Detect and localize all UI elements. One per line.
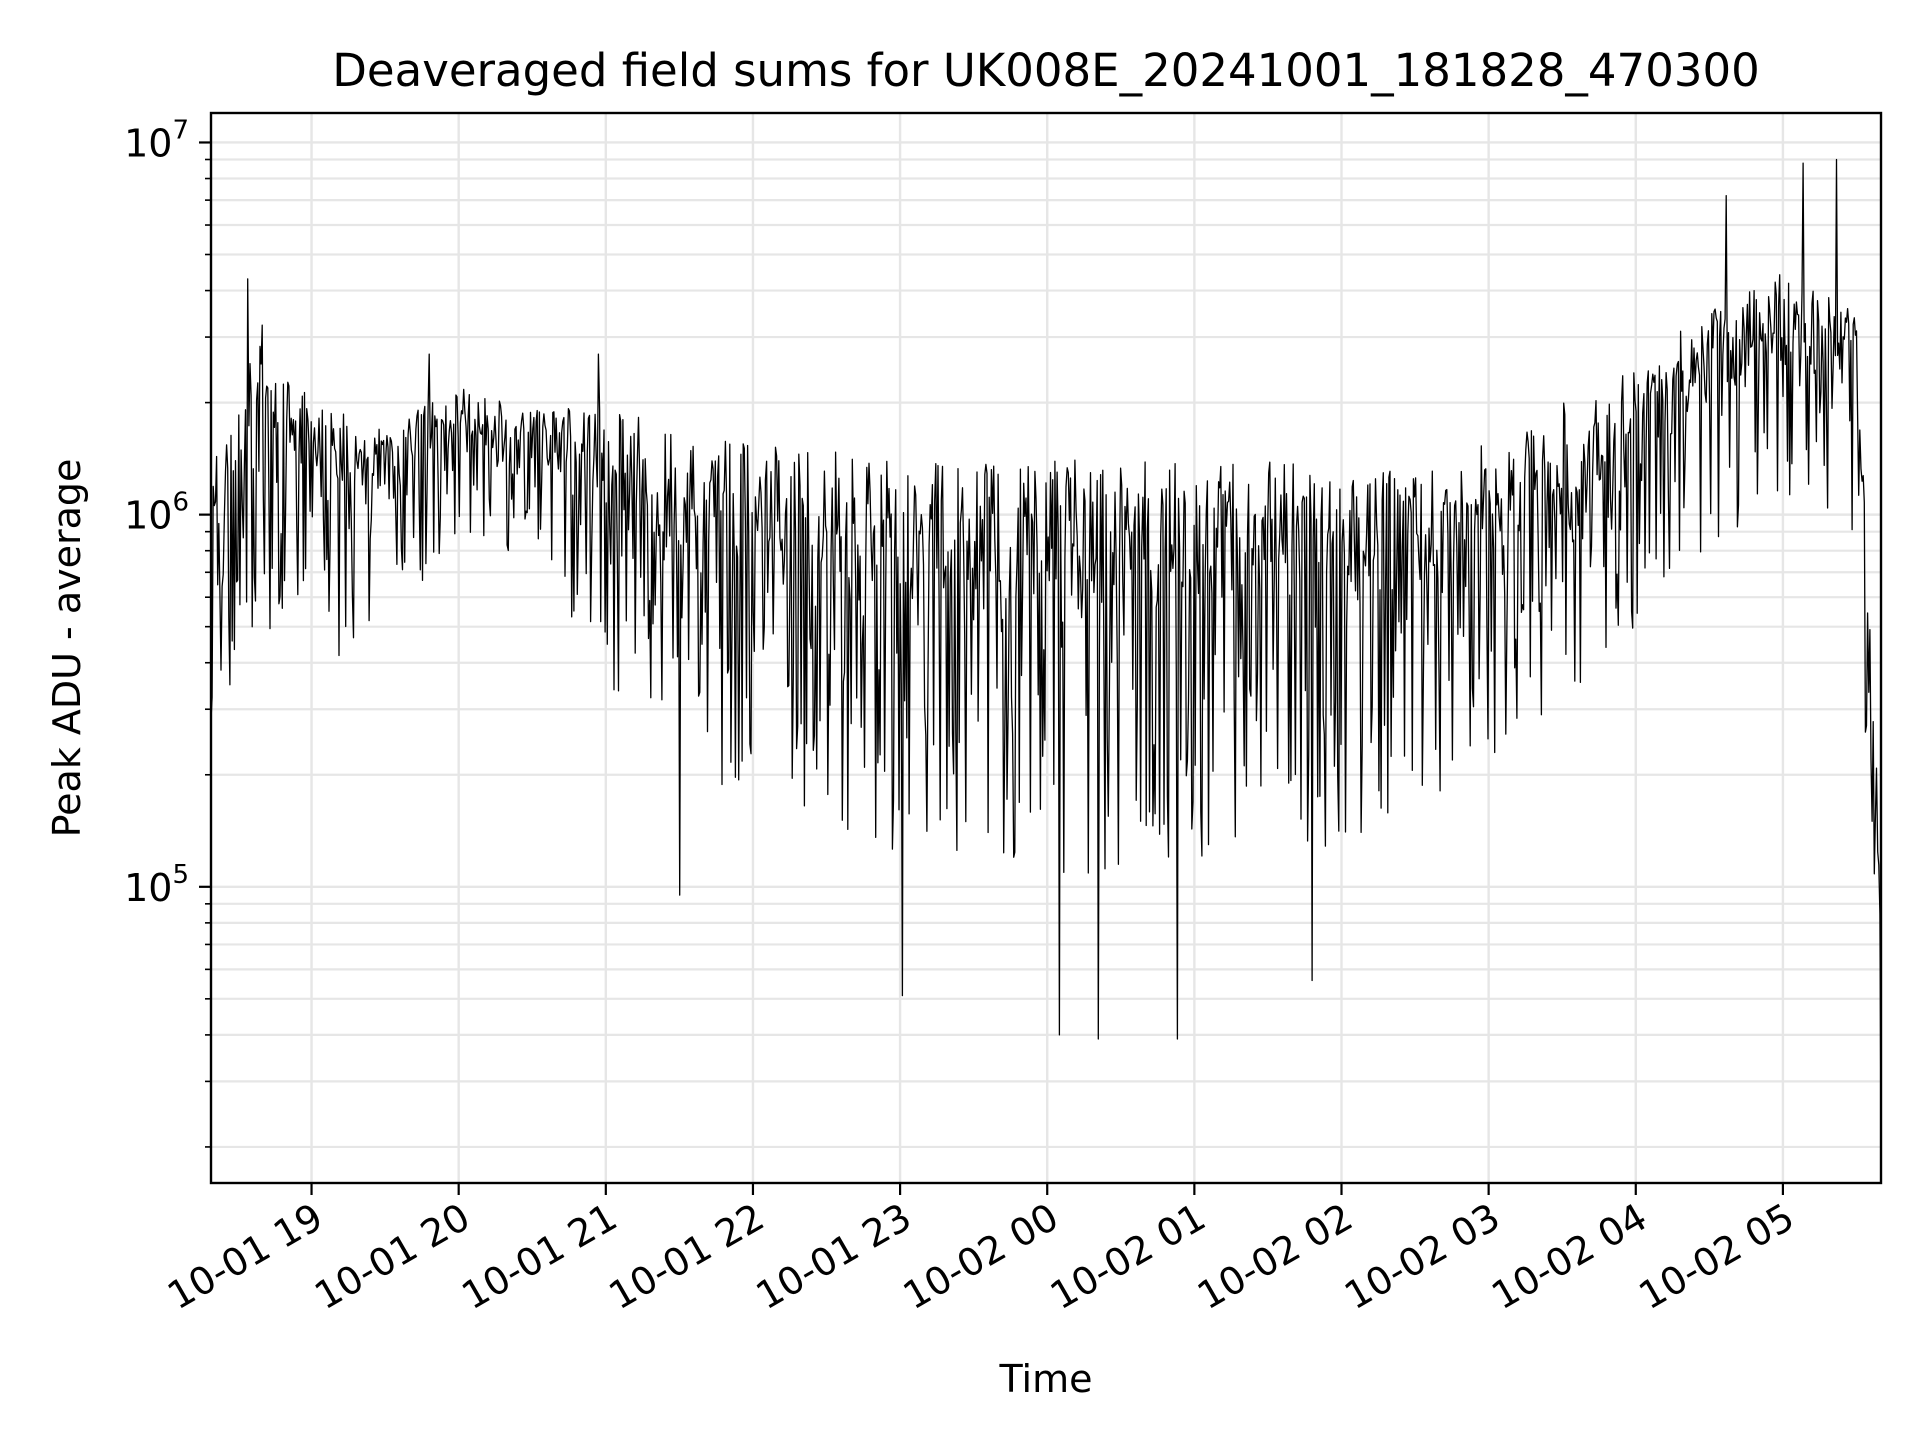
y-tick-label: 107 xyxy=(124,115,189,165)
grid xyxy=(211,113,1881,1183)
y-tick-label: 106 xyxy=(124,488,189,538)
y-axis-label: Peak ADU - average xyxy=(45,459,89,838)
y-tick-base: 10 xyxy=(124,866,172,910)
plot-frame xyxy=(209,111,1883,1185)
y-tick-exponent: 6 xyxy=(172,488,189,518)
series-layer xyxy=(210,158,1882,1140)
series-line xyxy=(210,158,1882,1140)
y-tick-label: 105 xyxy=(124,860,189,910)
y-tick-base: 10 xyxy=(124,121,172,165)
y-tick-exponent: 7 xyxy=(172,115,189,145)
chart-title: Deaveraged field sums for UK008E_2024100… xyxy=(332,44,1759,97)
x-axis-label: Time xyxy=(999,1357,1093,1401)
y-tick-base: 10 xyxy=(124,494,172,538)
y-tick-exponent: 5 xyxy=(172,860,189,890)
